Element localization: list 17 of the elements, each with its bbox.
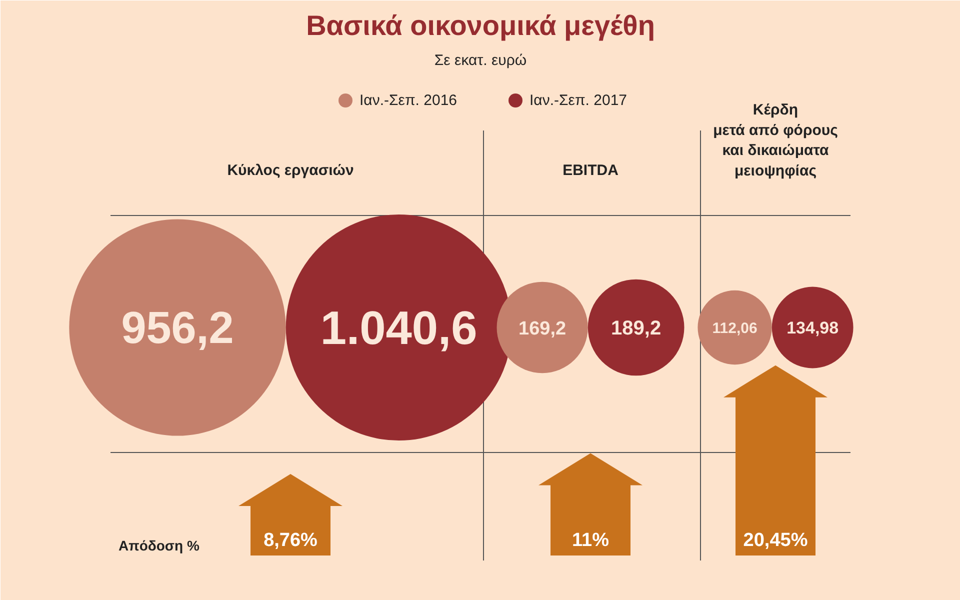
data-label: 1.040,6	[320, 301, 478, 354]
legend-label: Ιαν.-Σεπ. 2016	[360, 92, 458, 109]
data-label: 20,45%	[743, 530, 808, 551]
data-label: 956,2	[121, 302, 234, 353]
category-label: Κύκλος εργασιών	[227, 162, 354, 179]
text: Απόδοση %	[118, 538, 200, 554]
data-label: 134,98	[786, 318, 839, 338]
data-label: 11%	[572, 530, 610, 551]
category-label: Κέρδη μετά από φόρους και δικαιώματα μειοψηφίας	[713, 101, 838, 180]
legend-label: Ιαν.-Σεπ. 2017	[530, 92, 628, 109]
data-label: 189,2	[611, 318, 662, 340]
data-label: 169,2	[518, 318, 566, 340]
data-label: 8,76%	[264, 530, 318, 551]
data-label: 112,06	[712, 320, 758, 337]
category-label: EBITDA	[562, 162, 619, 179]
text: Σε εκατ. ευρώ	[434, 52, 527, 69]
text: Βασικά οικονομικά μεγέθη	[306, 10, 655, 41]
